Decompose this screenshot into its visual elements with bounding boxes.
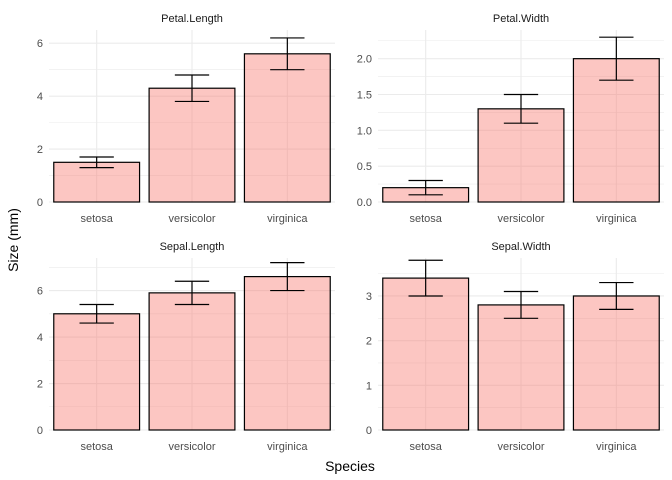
x-tick-label: versicolor [497,213,544,225]
bar-virginica [243,53,331,203]
error-bar-setosa [408,259,443,297]
x-tick-label: versicolor [168,213,215,225]
panel-title: Petal.Width [493,13,549,25]
panel-title: Sepal.Length [160,241,225,253]
panel-petal-length: Petal.Length 0 2 4 6 setosa versicolor virginic… [37,13,335,225]
bar-virginica [243,275,331,431]
x-tick-label: setosa [80,213,113,225]
error-bar-virginica [599,281,634,310]
error-bar-virginica [270,262,305,292]
x-tick-label: setosa [409,441,442,453]
y-tick-label: 2.0 [357,54,372,66]
error-bar-versicolor [503,93,539,124]
y-tick-label: 1.0 [357,125,372,137]
panel-sepal-length: Sepal.Length 0 2 4 6 setosa versicolor virginic… [37,241,335,453]
y-tick-label: 0.0 [357,197,372,209]
error-bar-virginica [270,37,305,71]
x-tick-label: virginica [596,213,637,225]
x-tick-label: setosa [80,441,113,453]
bar-versicolor [148,87,236,203]
bar-setosa [382,277,470,431]
y-tick-label: 3 [366,291,372,303]
y-tick-label: 6 [37,38,43,50]
error-bar-setosa [408,179,443,196]
y-tick-label: 0 [366,425,372,437]
panel-petal-width: Petal.Width 0.0 0.5 1.0 1.5 2.0 setosa versicol… [357,13,664,225]
y-tick-label: 4 [37,332,43,344]
bar-virginica [572,58,660,203]
y-tick-label: 2 [37,379,43,391]
y-tick-label: 1.5 [357,90,372,102]
x-tick-label: virginica [596,441,637,453]
error-bar-versicolor [503,290,539,319]
x-tick-label: virginica [267,213,308,225]
panel-title: Sepal.Width [491,241,550,253]
error-bar-versicolor [174,74,210,103]
y-tick-label: 4 [37,91,43,103]
y-tick-label: 2 [366,336,372,348]
bar-setosa [53,313,141,431]
error-bar-setosa [79,156,114,169]
panel-title: Petal.Length [161,13,223,25]
x-tick-label: setosa [409,213,442,225]
bar-versicolor [148,292,236,431]
error-bar-versicolor [174,280,210,306]
x-tick-label: virginica [267,441,308,453]
y-tick-label: 0 [37,425,43,437]
y-tick-label: 0 [37,197,43,209]
x-tick-label: versicolor [497,441,544,453]
bar-setosa [53,161,141,203]
y-tick-label: 2 [37,144,43,156]
bar-virginica [572,295,660,431]
y-axis-title: Size (mm) [5,208,21,272]
y-tick-label: 6 [37,286,43,298]
panel-sepal-width: Sepal.Width 0 1 2 3 setosa versicolor virginica [366,241,664,453]
y-tick-label: 0.5 [357,161,372,173]
x-axis-title: Species [325,458,375,474]
error-bar-setosa [79,303,114,324]
bar-versicolor [477,304,565,431]
y-tick-label: 1 [366,380,372,392]
x-tick-label: versicolor [168,441,215,453]
error-bar-virginica [599,36,634,81]
panels-layer: Petal.Length 0 2 4 6 setosa versicolor virginic… [37,13,664,453]
